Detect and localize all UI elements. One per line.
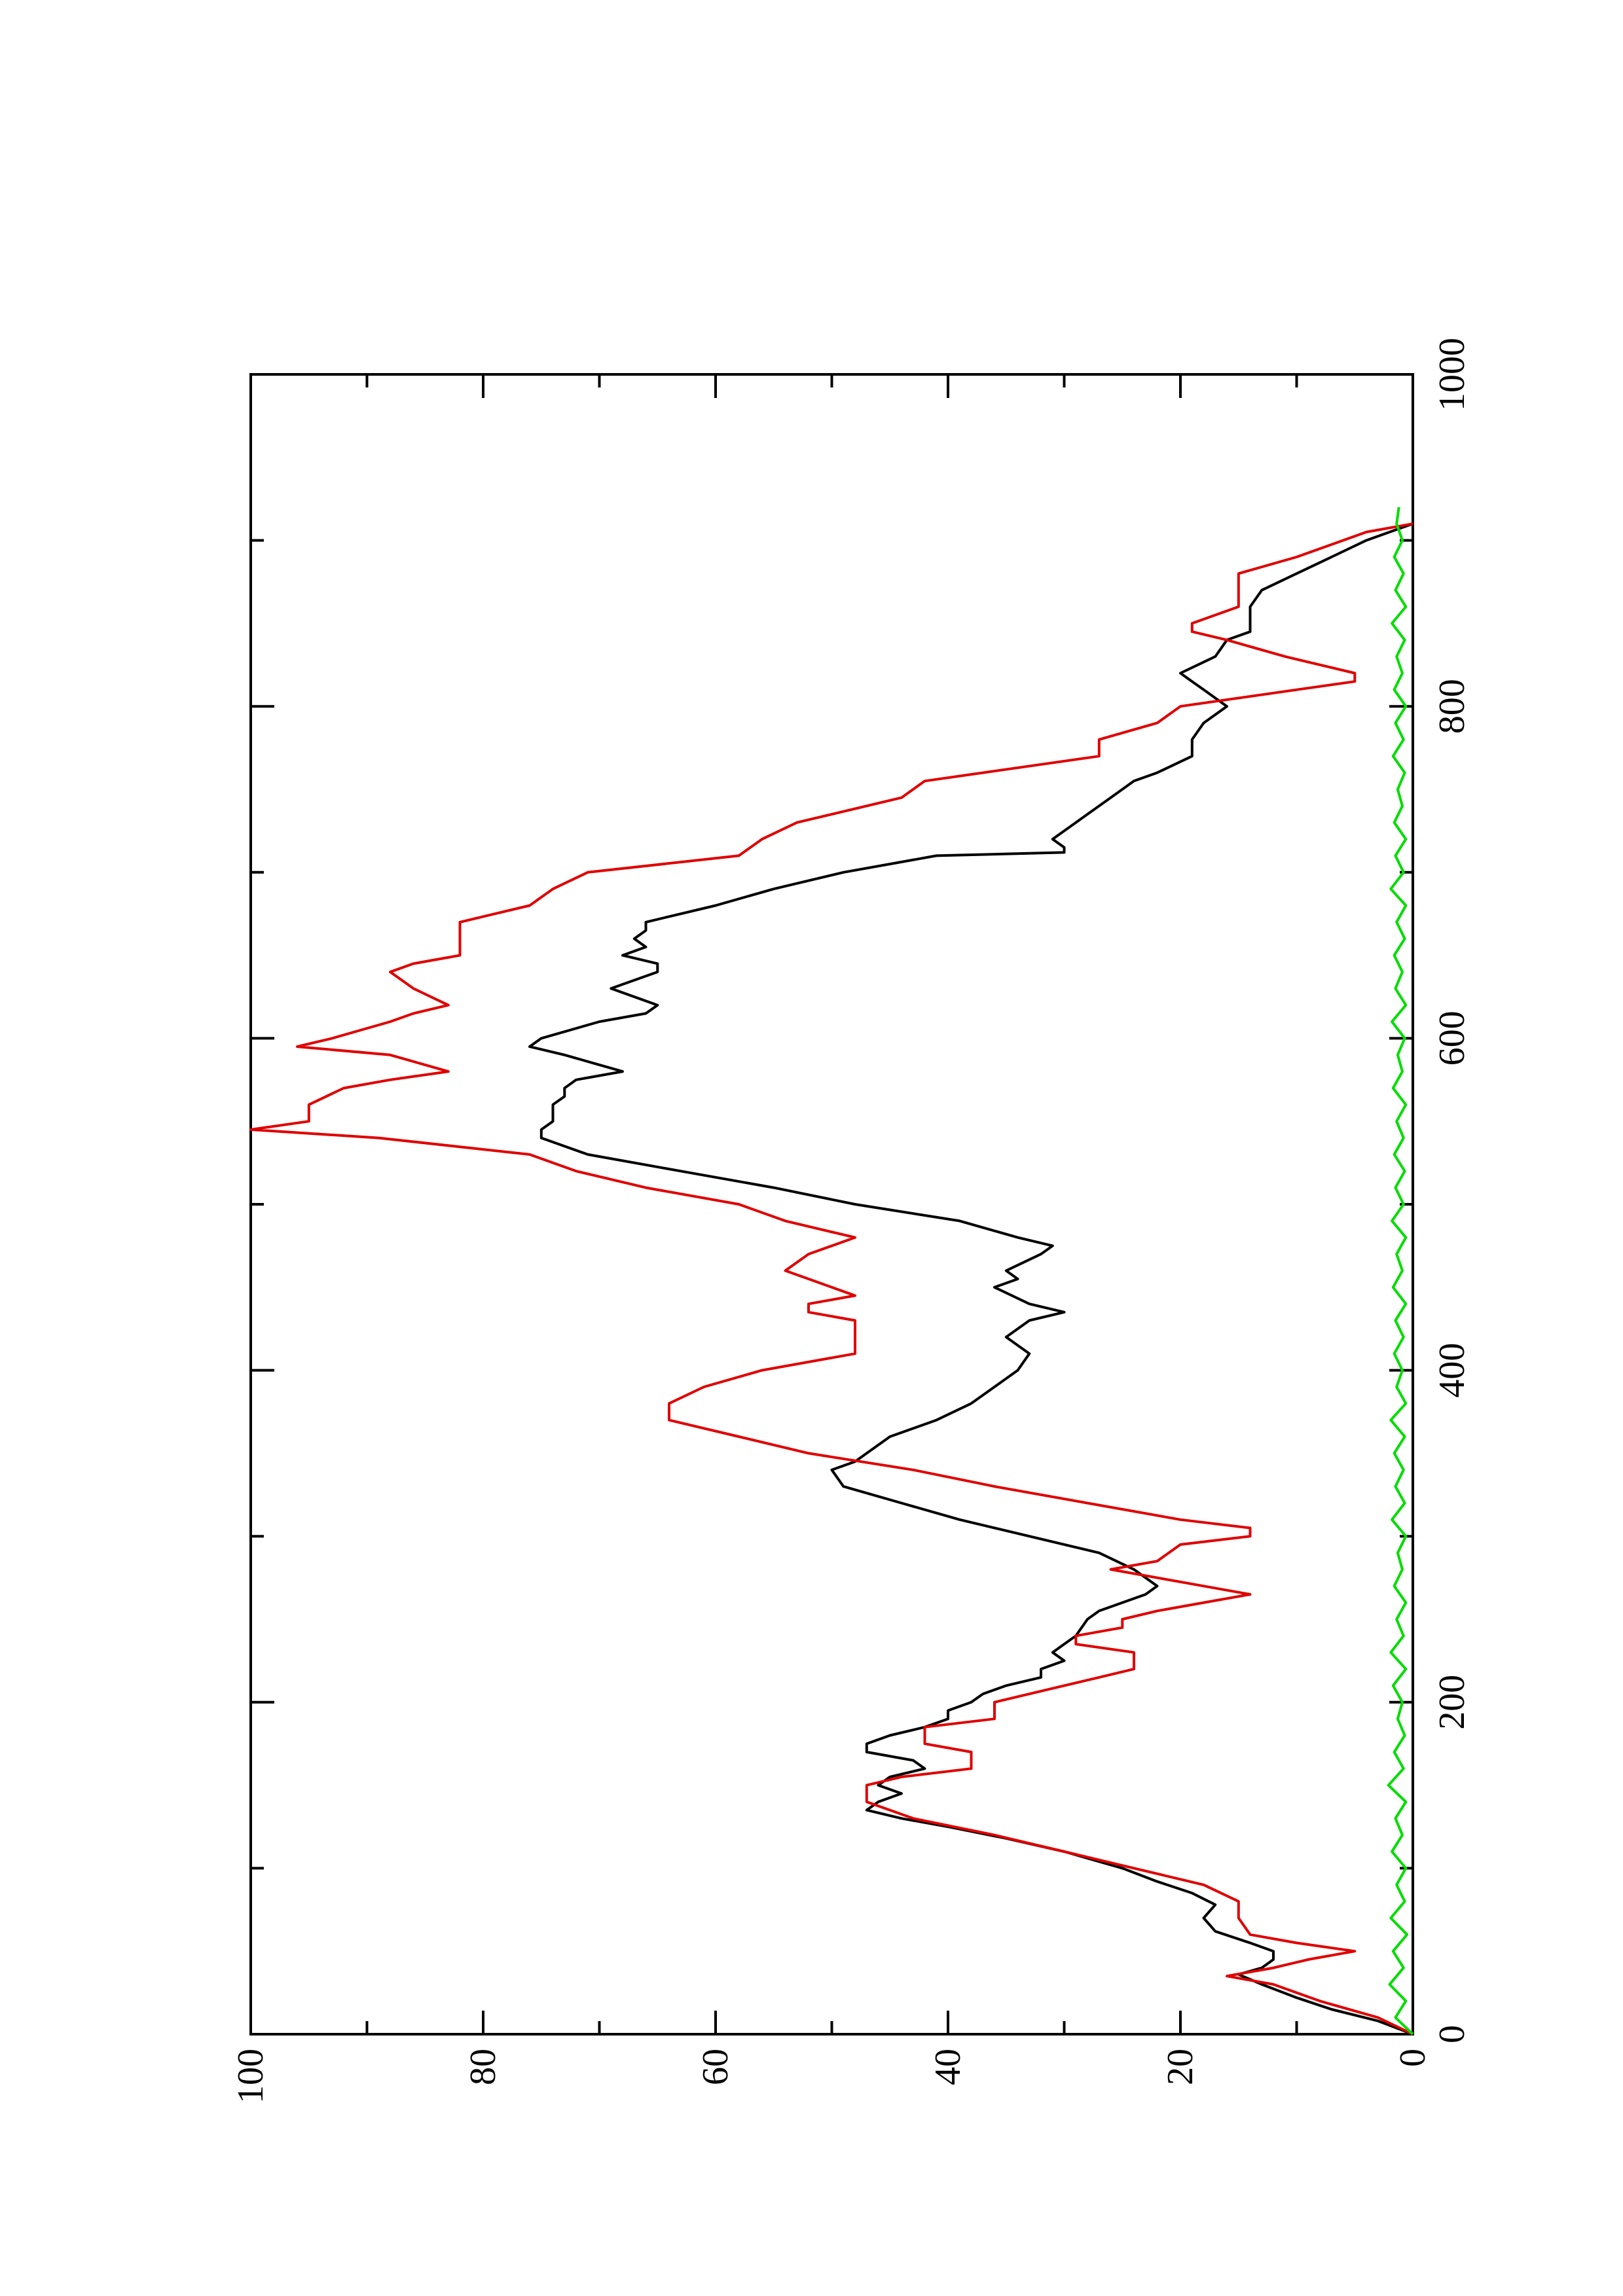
x-tick-label: 0 bbox=[1432, 2025, 1472, 2043]
x-tick-label: 800 bbox=[1432, 679, 1472, 734]
series-line-2 bbox=[249, 522, 1413, 2036]
y-tick-label: 20 bbox=[1160, 2049, 1201, 2085]
tick-labels: 0 200 400 600 800 1000 0 20 40 60 80 100 bbox=[230, 338, 1472, 2104]
x-tick-label: 600 bbox=[1432, 1011, 1472, 1066]
y-tick-label: 0 bbox=[1393, 2049, 1433, 2067]
x-tick-label: 400 bbox=[1432, 1343, 1472, 1398]
x-tick-label: 200 bbox=[1432, 1675, 1472, 1730]
series-line-3 bbox=[1387, 507, 1414, 2036]
x-tick-label: 1000 bbox=[1432, 338, 1472, 411]
y-tick-label: 40 bbox=[928, 2049, 968, 2085]
y-tick-label: 80 bbox=[463, 2049, 503, 2085]
series-line-1 bbox=[528, 522, 1413, 2036]
plot-frame bbox=[249, 373, 1414, 2036]
series-lines bbox=[249, 507, 1414, 2036]
axis-ticks bbox=[249, 373, 1414, 2036]
y-tick-label: 100 bbox=[230, 2049, 271, 2104]
y-tick-label: 60 bbox=[695, 2049, 736, 2085]
